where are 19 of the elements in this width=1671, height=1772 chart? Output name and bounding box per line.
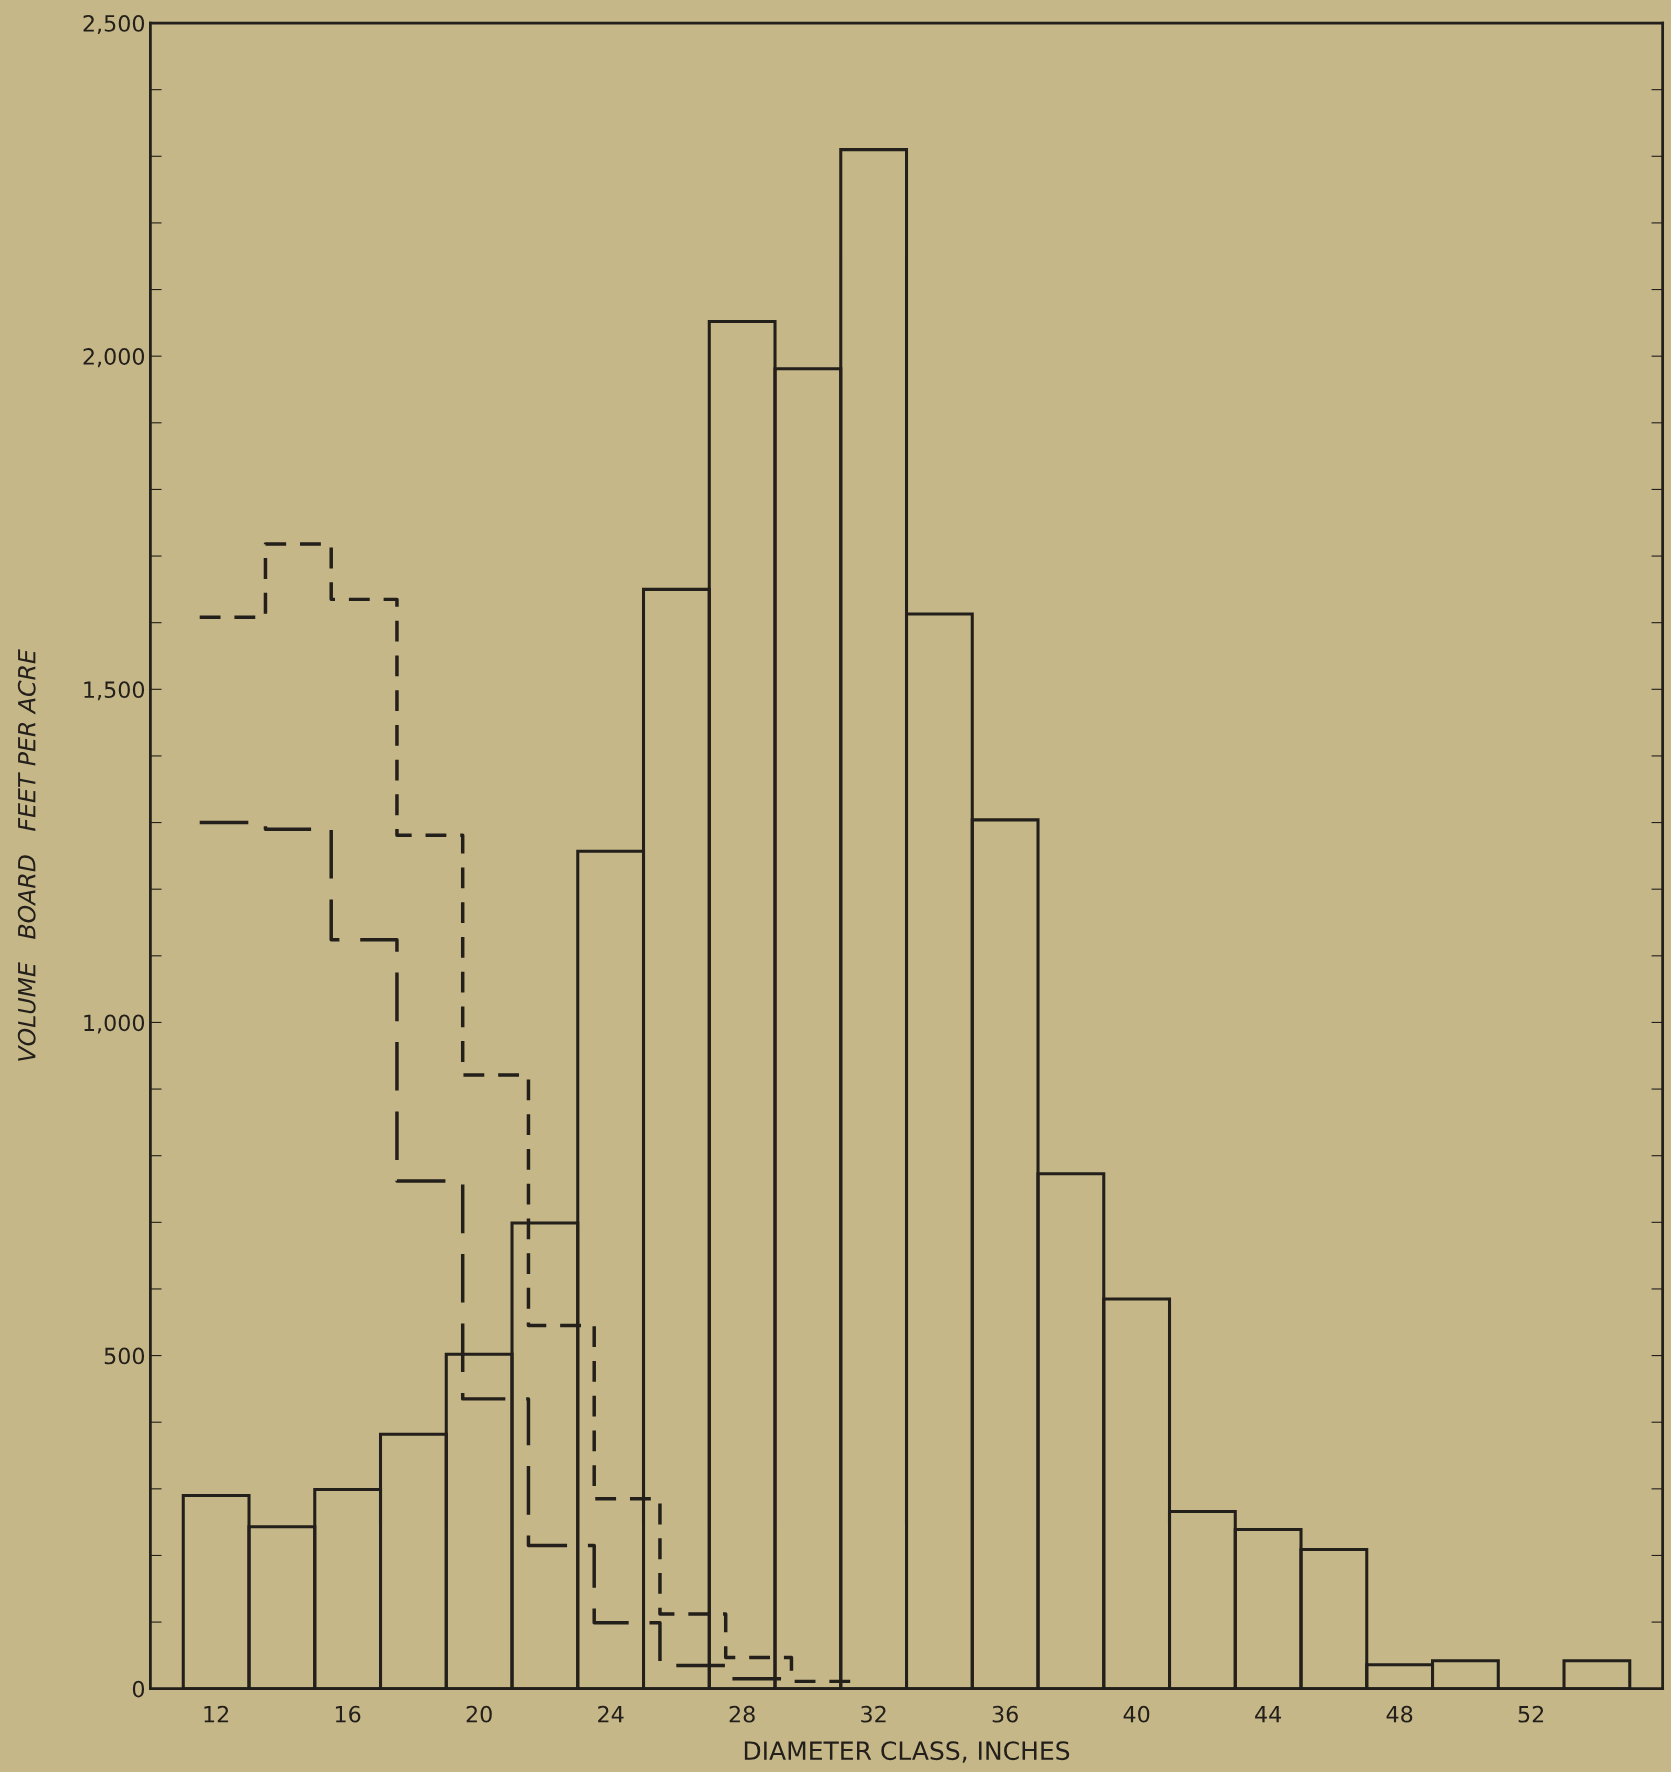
x-tick-label: 40 <box>1123 1705 1150 1723</box>
x-tick-label: 20 <box>466 1705 492 1723</box>
x-tick-label: 48 <box>1386 1705 1413 1723</box>
y-tick-label: 2,000 <box>83 348 145 368</box>
y-tick-label: 500 <box>104 1347 145 1365</box>
x-tick-label: 36 <box>992 1705 1018 1723</box>
y-tick-label: 2,500 <box>83 14 145 35</box>
y-tick-label: 1,000 <box>84 1014 145 1034</box>
x-axis-title: DIAMETER CLASS, INCHES <box>744 1741 1070 1763</box>
x-tick-label: 24 <box>598 1705 624 1723</box>
x-tick-label: 32 <box>861 1705 886 1723</box>
y-axis-title: VOLUME BOARD FEET PER ACRE <box>17 649 36 1061</box>
x-tick-label: 52 <box>1518 1705 1544 1723</box>
y-tick-label: 1,500 <box>84 681 145 701</box>
x-tick-label: 12 <box>204 1705 229 1723</box>
x-tick-label: 28 <box>729 1705 755 1723</box>
y-tick-label: 0 <box>132 1680 145 1698</box>
x-tick-label: 16 <box>335 1705 361 1723</box>
x-tick-label: 44 <box>1255 1706 1282 1723</box>
